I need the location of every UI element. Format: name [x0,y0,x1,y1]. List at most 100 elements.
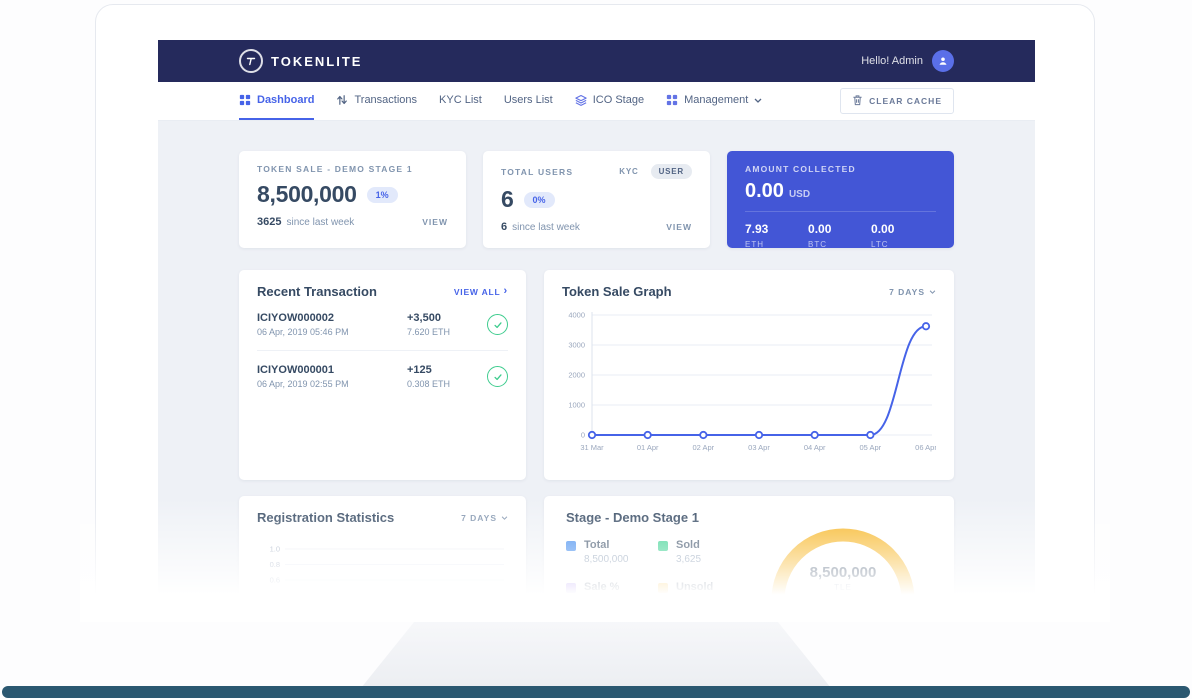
range-label: 7 DAYS [889,286,925,297]
tab-transactions[interactable]: Transactions [336,82,417,120]
dashboard-content: TOKEN SALE - DEMO STAGE 1 8,500,000 1% 3… [158,121,1035,605]
delta-value: 3625 [257,216,282,228]
card-title: AMOUNT COLLECTED [745,164,856,174]
tx-id: ICIYOW000001 [257,364,335,376]
dashboard-grid-icon [239,94,251,106]
transaction-row[interactable]: ICIYOW000002 06 Apr, 2019 05:46 PM +3,50… [257,299,508,351]
tab-kyc-list[interactable]: KYC List [439,82,482,120]
clear-cache-button[interactable]: CLEAR CACHE [840,88,954,114]
coin-totals: 7.93 ETH 0.00 BTC 0.00 LTC [745,211,936,249]
tokenlite-logo-icon [239,49,263,73]
legend-value: 3,625 [676,554,702,565]
coin-ltc: 0.00 LTC [871,220,934,249]
legend-label: Total [584,539,610,551]
tab-ico-stage[interactable]: ICO Stage [575,82,644,120]
user-tab[interactable]: USER [650,164,692,179]
svg-text:02 Apr: 02 Apr [692,443,714,452]
stats-row: TOKEN SALE - DEMO STAGE 1 8,500,000 1% 3… [239,151,954,249]
card-title: Stage - Demo Stage 1 [566,510,699,525]
coin-value: 0.00 [871,222,895,236]
transactions-arrows-icon [336,94,348,106]
card-title: TOKEN SALE - DEMO STAGE 1 [257,164,413,174]
main-nav: Dashboard Transactions KYC List Users Li… [158,82,1035,121]
chevron-right-icon: › [503,285,508,297]
range-dropdown[interactable]: 7 DAYS [461,513,508,523]
coin-label: ETH [745,240,764,249]
stage-card: Stage - Demo Stage 1 Total 8,500,000 [544,496,954,605]
view-link[interactable]: VIEW [422,217,448,227]
card-title: TOTAL USERS [501,166,574,177]
kyc-tab[interactable]: KYC [619,167,639,176]
tab-label: ICO Stage [592,94,645,106]
svg-text:4000: 4000 [568,311,585,320]
token-sale-chart: 0 1000 2000 3000 4000 31 Mar 01 Apr 02 Apr 03 Ap… [568,311,937,453]
middle-row: Recent Transaction VIEW ALL › ICIYOW0000… [239,270,954,480]
token-sale-value: 8,500,000 [257,181,357,207]
gauge-unit: TLE [834,583,852,592]
svg-text:1000: 1000 [568,401,585,410]
tab-dashboard[interactable]: Dashboard [239,82,315,120]
card-title: Recent Transaction [257,284,377,299]
view-all-label: VIEW ALL [453,286,501,297]
range-label: 7 DAYS [461,512,497,523]
brand[interactable]: TOKENLITE [239,49,362,73]
tx-eth: 7.620 ETH [407,327,451,337]
percent-badge: 1% [366,186,398,203]
percent-badge: 0% [523,191,555,208]
trash-icon [852,94,863,108]
coin-label: LTC [871,240,889,249]
app-screen: TOKENLITE Hello! Admin [158,40,1035,605]
tx-date: 06 Apr, 2019 02:55 PM [257,379,349,389]
svg-text:0: 0 [581,431,585,440]
tab-users-list[interactable]: Users List [504,82,553,120]
legend-label: Unsold [676,581,714,593]
tab-label: KYC List [439,94,482,106]
legend-item-sale-pct: Sale % [566,581,658,596]
chevron-down-icon [754,98,762,103]
svg-text:06 Apr: 06 Apr [915,443,936,452]
chevron-down-icon [929,289,936,294]
bottom-row: Registration Statistics 7 DAYS 1.0 0.8 0.6 [239,496,954,605]
monitor-frame: TOKENLITE Hello! Admin [95,4,1095,616]
coin-btc: 0.00 BTC [808,220,871,249]
legend-swatch [566,583,576,593]
registration-statistics-chart: 1.0 0.8 0.6 [270,545,504,585]
legend-label: Sale % [584,581,620,593]
svg-text:2000: 2000 [568,371,585,380]
tx-amount: +125 [407,364,432,376]
status-check-icon [487,366,508,387]
status-check-icon [487,314,508,335]
range-dropdown[interactable]: 7 DAYS [889,287,936,297]
chevron-down-icon [501,515,508,520]
usd-label: USD [788,189,811,200]
monitor-stand [361,612,831,688]
gauge-value: 8,500,000 [809,564,877,581]
token-sale-graph-card: Token Sale Graph 7 DAYS 0 1000 2000 3000 400… [544,270,954,480]
legend-label: Sold [676,539,700,551]
total-users-value: 6 [501,186,514,212]
delta-caption: since last week [512,222,580,233]
svg-text:05 Apr: 05 Apr [859,443,881,452]
transaction-row[interactable]: ICIYOW000001 06 Apr, 2019 02:55 PM +125 … [257,351,508,402]
header-right: Hello! Admin [861,50,954,72]
stage-gauge: 8,500,000 TLE [758,504,928,605]
svg-text:0.6: 0.6 [270,576,280,585]
card-title: Registration Statistics [257,510,395,525]
user-icon [937,55,949,67]
coin-value: 7.93 [745,222,769,236]
tab-label: Transactions [354,94,418,106]
tab-management[interactable]: Management [666,82,762,120]
usd-value: 0.00 [745,180,784,202]
coin-eth: 7.93 ETH [745,220,808,249]
user-avatar[interactable] [932,50,954,72]
tx-eth: 0.308 ETH [407,379,451,389]
view-link[interactable]: VIEW [666,222,692,232]
view-all-link[interactable]: VIEW ALL › [454,286,508,297]
legend-swatch [658,541,668,551]
users-filter-tabs: KYC USER [611,164,692,179]
app-header: TOKENLITE Hello! Admin [158,40,1035,82]
coin-value: 0.00 [808,222,832,236]
tx-date: 06 Apr, 2019 05:46 PM [257,327,349,337]
coin-label: BTC [808,240,828,249]
